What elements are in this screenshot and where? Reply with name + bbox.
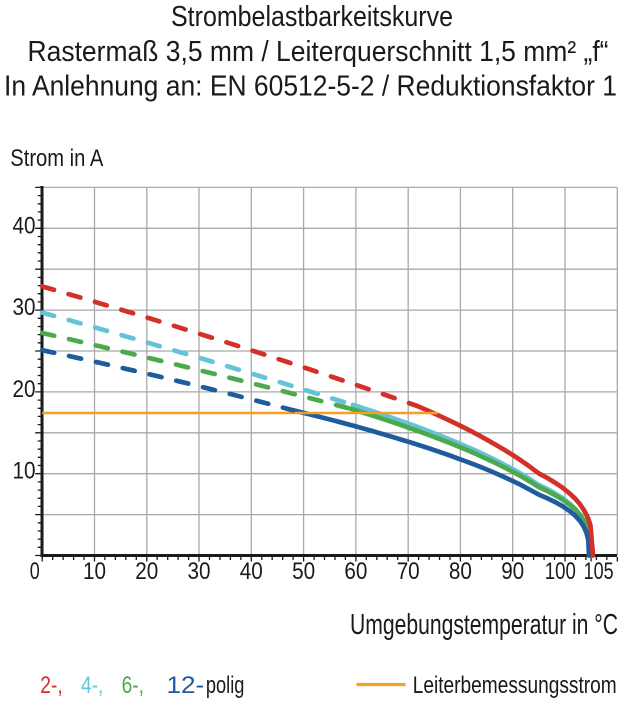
svg-text:100: 100 — [545, 558, 576, 585]
svg-text:70: 70 — [397, 558, 420, 585]
svg-text:2-,: 2-, — [40, 672, 62, 699]
svg-text:Strombelastbarkeitskurve: Strombelastbarkeitskurve — [171, 1, 453, 33]
svg-text:50: 50 — [292, 558, 315, 585]
svg-text:30: 30 — [188, 558, 211, 585]
svg-text:60: 60 — [344, 558, 367, 585]
svg-text:10: 10 — [13, 458, 36, 485]
svg-text:80: 80 — [449, 558, 472, 585]
svg-text:Strom in A: Strom in A — [10, 145, 103, 172]
svg-text:40: 40 — [240, 558, 263, 585]
svg-text:0: 0 — [30, 558, 40, 585]
svg-text:Rastermaß 3,5 mm / Leiterquers: Rastermaß 3,5 mm / Leiterquerschnitt 1,5… — [28, 36, 609, 68]
svg-text:40: 40 — [13, 212, 36, 239]
svg-text:105: 105 — [584, 558, 614, 585]
svg-text:4-,: 4-, — [81, 672, 103, 699]
svg-text:12-: 12- — [167, 672, 205, 699]
svg-text:10: 10 — [83, 558, 106, 585]
svg-text:20: 20 — [13, 376, 36, 403]
svg-text:30: 30 — [13, 294, 36, 321]
svg-text:polig: polig — [206, 672, 245, 699]
svg-text:6-,: 6-, — [122, 672, 144, 699]
svg-text:Umgebungstemperatur in °C: Umgebungstemperatur in °C — [350, 609, 618, 641]
svg-text:20: 20 — [135, 558, 158, 585]
svg-text:In Anlehnung an: EN 60512-5-2: In Anlehnung an: EN 60512-5-2 / Reduktio… — [4, 71, 617, 103]
svg-text:Leiterbemessungsstrom: Leiterbemessungsstrom — [413, 672, 617, 699]
svg-text:90: 90 — [501, 558, 524, 585]
